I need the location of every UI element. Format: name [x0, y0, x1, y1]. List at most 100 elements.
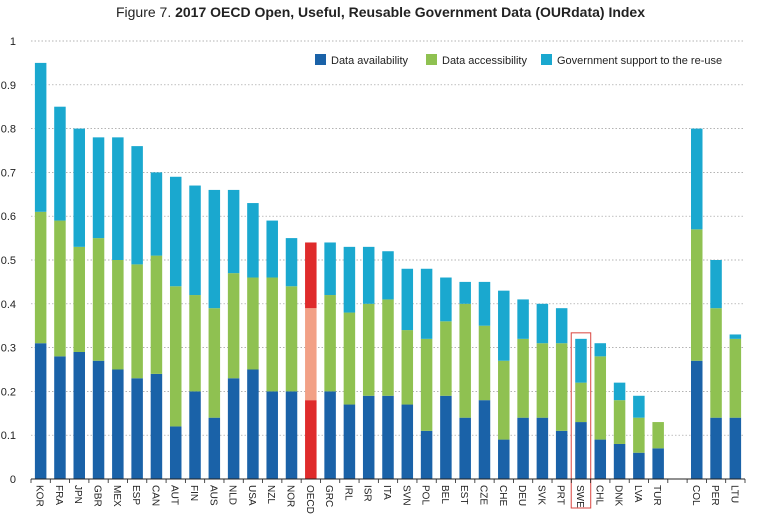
x-tick-label-SWE: SWE — [574, 485, 585, 508]
bar-segment-CZE-2 — [478, 281, 491, 326]
y-tick-label: 0.9 — [1, 80, 16, 92]
legend-label-1: Data accessibility — [442, 55, 527, 67]
x-tick-label-GRC: GRC — [323, 485, 334, 507]
x-tick-label-MEX: MEX — [111, 485, 122, 507]
x-tick-label-ITA: ITA — [381, 485, 392, 500]
bar-segment-OECD-0 — [305, 400, 317, 479]
bar-segment-SWE-2 — [575, 338, 587, 383]
bar-segment-FIN-1 — [189, 295, 201, 392]
bar-segment-CHL-0 — [594, 439, 607, 479]
chart-title-prefix: Figure 7. — [115, 4, 172, 20]
bar-segment-LVA-1 — [633, 417, 645, 453]
bar-segment-POL-0 — [420, 430, 433, 479]
chart-title-main: 2017 OECD Open, Useful, Reusable Governm… — [175, 4, 646, 20]
bar-segment-ITA-0 — [382, 395, 394, 479]
bar-segment-PRT-2 — [555, 308, 568, 344]
x-tick-label-POL: POL — [420, 485, 431, 505]
bar-segment-FIN-2 — [189, 185, 201, 296]
bar-segment-KOR-2 — [34, 62, 47, 212]
bar-segment-LVA-0 — [633, 452, 645, 479]
legend-swatch-2 — [541, 54, 552, 65]
bar-segment-NOR-1 — [285, 286, 298, 392]
x-tick-label-CHL: CHL — [593, 485, 604, 505]
bar-segment-TUR-1 — [652, 422, 664, 449]
y-tick-label: 0.5 — [1, 255, 16, 267]
bar-segment-AUS-1 — [208, 308, 221, 418]
y-tick-label: 1 — [10, 36, 16, 48]
x-tick-label-CZE: CZE — [477, 485, 488, 505]
x-tick-label-GBR: GBR — [92, 485, 103, 507]
bar-segment-JPN-1 — [73, 246, 85, 352]
bar-segment-USA-1 — [247, 277, 259, 370]
bar-segment-SVN-1 — [401, 330, 414, 405]
legend: Data availability Data accessibility Gover… — [315, 54, 722, 67]
x-tick-label-CAN: CAN — [149, 485, 160, 506]
x-tick-label-EST: EST — [458, 485, 469, 504]
x-tick-label-SVK: SVK — [535, 485, 546, 505]
bar-segment-OECD-2 — [305, 242, 317, 309]
legend-label-0: Data availability — [331, 55, 409, 67]
legend-swatch-0 — [315, 54, 326, 65]
x-tick-label-BEL: BEL — [439, 485, 450, 504]
bar-segment-CHE-1 — [498, 360, 510, 440]
bar-segment-ESP-2 — [131, 146, 143, 265]
x-tick-label-FIN: FIN — [188, 485, 199, 501]
bar-segment-AUT-1 — [169, 286, 182, 427]
bar-segment-IRL-0 — [343, 404, 356, 479]
bar-segment-SVK-0 — [536, 417, 549, 479]
bar-segment-SWE-0 — [575, 422, 587, 479]
x-tick-label-ISR: ISR — [362, 485, 373, 502]
bar-segment-PER-2 — [710, 260, 722, 309]
bar-segment-FRA-0 — [54, 356, 66, 479]
bar-segment-PRT-1 — [555, 343, 568, 431]
bar-segment-DNK-2 — [613, 382, 626, 401]
bar-segment-NLD-0 — [227, 378, 240, 479]
x-tick-label-LTU: LTU — [728, 485, 739, 503]
bar-segment-PER-1 — [710, 308, 722, 418]
bar-segment-GRC-1 — [324, 295, 336, 392]
y-tick-label: 0 — [10, 474, 16, 486]
x-tick-label-ESP: ESP — [130, 485, 141, 505]
x-tick-label-NOR: NOR — [285, 485, 296, 507]
bar-segment-DEU-2 — [517, 299, 529, 339]
bar-segment-EST-1 — [459, 303, 471, 418]
y-tick-label: 0.8 — [1, 124, 16, 136]
bar-segment-POL-2 — [420, 268, 433, 339]
bar-segment-CHE-2 — [498, 290, 510, 361]
bar-segment-FIN-0 — [189, 391, 201, 479]
bars — [34, 62, 742, 509]
bar-segment-EST-2 — [459, 281, 471, 304]
bar-segment-NOR-0 — [285, 391, 298, 479]
bar-segment-FRA-1 — [54, 220, 66, 357]
bar-segment-SWE-1 — [575, 382, 587, 423]
bar-segment-JPN-0 — [73, 351, 85, 479]
bar-segment-NZL-1 — [266, 277, 278, 392]
x-tick-label-KOR: KOR — [34, 485, 45, 507]
bar-segment-DEU-0 — [517, 417, 529, 479]
x-tick-label-USA: USA — [246, 485, 257, 506]
bar-segment-IRL-1 — [343, 312, 356, 405]
bar-segment-CHL-2 — [594, 343, 607, 357]
x-tick-label-DNK: DNK — [613, 485, 624, 506]
bar-segment-AUT-0 — [169, 426, 182, 479]
bar-segment-POL-1 — [420, 338, 433, 431]
bar-segment-AUS-0 — [208, 417, 221, 479]
bar-segment-CAN-2 — [150, 172, 163, 256]
bar-segment-EST-0 — [459, 417, 471, 479]
legend-swatch-1 — [426, 54, 437, 65]
bar-segment-MEX-2 — [112, 137, 124, 260]
bar-segment-FRA-2 — [54, 106, 66, 221]
x-tick-label-JPN: JPN — [72, 485, 83, 504]
bar-segment-LVA-2 — [633, 395, 645, 418]
gridlines — [31, 40, 745, 436]
bar-segment-CAN-0 — [150, 373, 163, 479]
x-axis: KOR FRA JPN GBR MEX ESP CAN AUT FIN AUS NLD USA NZL N… — [30, 478, 746, 514]
bar-segment-NZL-2 — [266, 220, 278, 278]
legend-label-2: Government support to the re-use — [557, 55, 722, 67]
bar-segment-PRT-0 — [555, 430, 568, 479]
x-tick-label-AUT: AUT — [169, 485, 180, 505]
bar-segment-AUS-2 — [208, 189, 221, 309]
bar-segment-SVK-1 — [536, 343, 549, 418]
bar-segment-USA-0 — [247, 369, 259, 479]
bar-segment-ISR-2 — [362, 246, 375, 304]
